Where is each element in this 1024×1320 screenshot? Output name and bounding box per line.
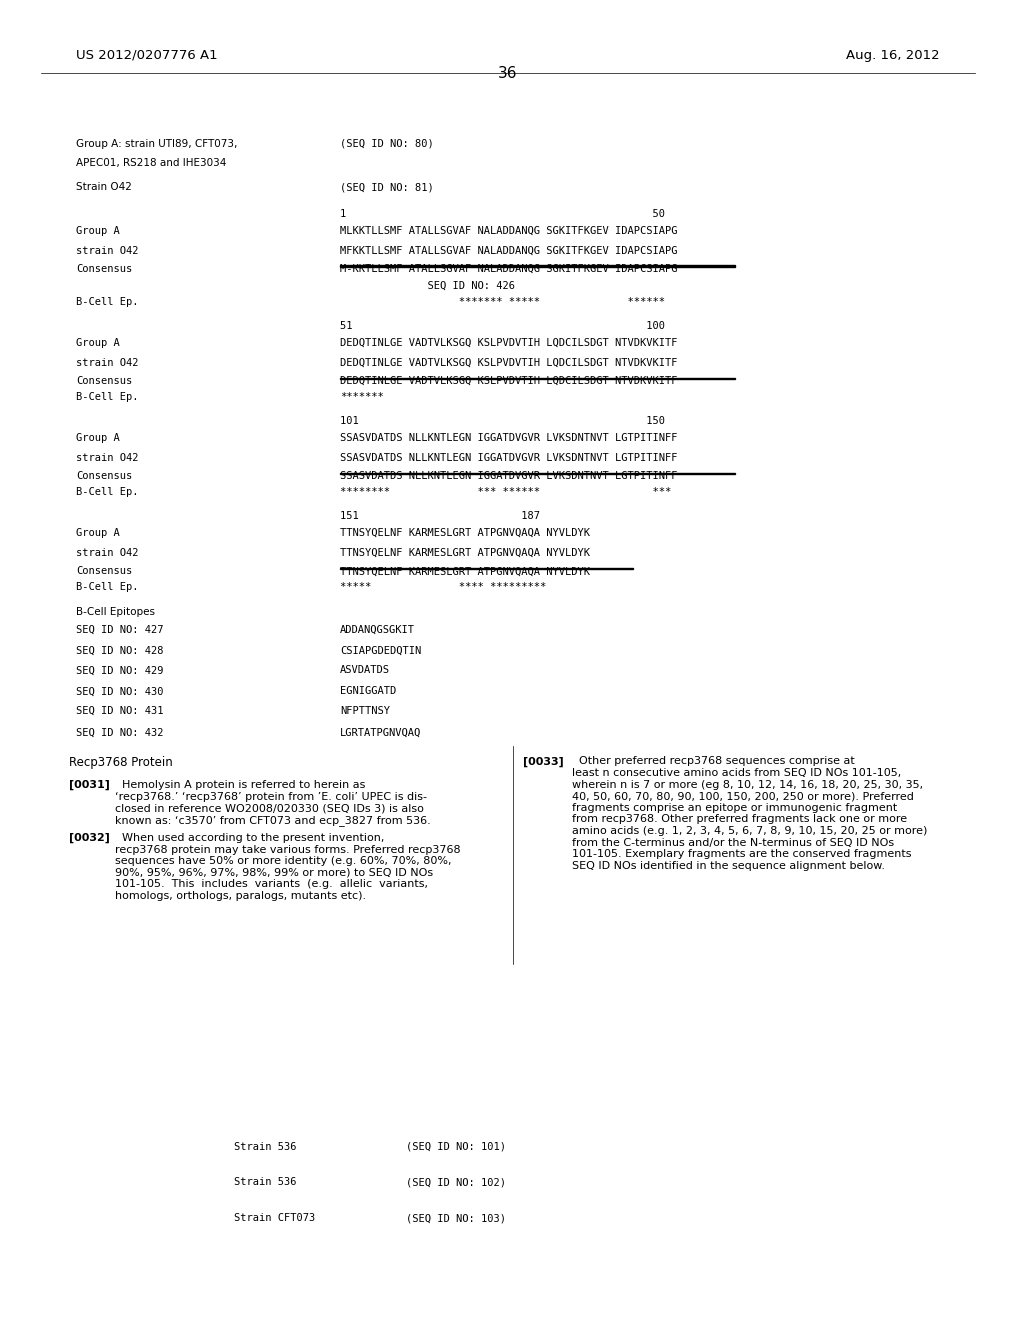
Text: SEQ ID NO: 430: SEQ ID NO: 430: [76, 686, 164, 697]
Text: Strain CFT073: Strain CFT073: [233, 1213, 314, 1224]
Text: [0033]: [0033]: [523, 756, 563, 767]
Text: 101                                              150: 101 150: [340, 416, 666, 426]
Text: (SEQ ID NO: 103): (SEQ ID NO: 103): [407, 1213, 506, 1224]
Text: Recp3768 Protein: Recp3768 Protein: [69, 756, 173, 770]
Bar: [340, 473, 735, 474]
Text: Consensus: Consensus: [76, 566, 132, 577]
Text: Strain O42: Strain O42: [76, 182, 132, 193]
Text: (SEQ ID NO: 101): (SEQ ID NO: 101): [407, 1142, 506, 1152]
Text: Consensus: Consensus: [76, 264, 132, 275]
Text: Group A: Group A: [76, 338, 120, 348]
Text: US 2012/0207776 A1: US 2012/0207776 A1: [76, 49, 218, 62]
Text: B-Cell Ep.: B-Cell Ep.: [76, 297, 138, 308]
Bar: [340, 265, 735, 267]
Text: SSASVDATDS NLLKNTLEGN IGGATDVGVR LVKSDNTNVT LGTPITINFF: SSASVDATDS NLLKNTLEGN IGGATDVGVR LVKSDNT…: [340, 471, 678, 482]
Text: Hemolysin A protein is referred to herein as
‘recp3768.’ ‘recp3768’ protein from: Hemolysin A protein is referred to herei…: [115, 780, 430, 826]
Text: EGNIGGATD: EGNIGGATD: [340, 686, 396, 697]
Text: SSASVDATDS NLLKNTLEGN IGGATDVGVR LVKSDNTNVT LGTPITINFF: SSASVDATDS NLLKNTLEGN IGGATDVGVR LVKSDNT…: [340, 453, 678, 463]
Text: Group A: Group A: [76, 433, 120, 444]
Text: DEDQTINLGE VADTVLKSGQ KSLPVDVTIH LQDCILSDGT NTVDKVKITF: DEDQTINLGE VADTVLKSGQ KSLPVDVTIH LQDCILS…: [340, 376, 678, 387]
Bar: [340, 378, 735, 379]
Text: ********              *** ******                  ***: ******** *** ****** ***: [340, 487, 672, 498]
Text: APEC01, RS218 and IHE3034: APEC01, RS218 and IHE3034: [76, 158, 226, 169]
Text: Other preferred recp3768 sequences comprise at
least n consecutive amino acids f: Other preferred recp3768 sequences compr…: [571, 756, 927, 871]
Text: [0032]: [0032]: [69, 833, 110, 843]
Text: ******* *****              ******: ******* ***** ******: [340, 297, 666, 308]
Text: SEQ ID NO: 432: SEQ ID NO: 432: [76, 727, 164, 738]
Text: Aug. 16, 2012: Aug. 16, 2012: [846, 49, 939, 62]
Text: (SEQ ID NO: 80): (SEQ ID NO: 80): [340, 139, 434, 149]
Text: MLKKTLLSMF ATALLSGVAF NALADDANQG SGKITFKGEV IDAPCSIAPG: MLKKTLLSMF ATALLSGVAF NALADDANQG SGKITFK…: [340, 226, 678, 236]
Text: (SEQ ID NO: 102): (SEQ ID NO: 102): [407, 1177, 506, 1188]
Text: ASVDATDS: ASVDATDS: [340, 665, 390, 676]
Text: TTNSYQELNF KARMESLGRT ATPGNVQAQA NYVLDYK: TTNSYQELNF KARMESLGRT ATPGNVQAQA NYVLDYK: [340, 528, 590, 539]
Text: When used according to the present invention,
recp3768 protein may take various : When used according to the present inven…: [115, 833, 461, 902]
Bar: [340, 568, 633, 569]
Text: SEQ ID NO: 428: SEQ ID NO: 428: [76, 645, 164, 656]
Text: SSASVDATDS NLLKNTLEGN IGGATDVGVR LVKSDNTNVT LGTPITINFF: SSASVDATDS NLLKNTLEGN IGGATDVGVR LVKSDNT…: [340, 433, 678, 444]
Text: Consensus: Consensus: [76, 376, 132, 387]
Text: strain O42: strain O42: [76, 548, 138, 558]
Text: TTNSYQELNF KARMESLGRT ATPGNVQAQA NYVLDYK: TTNSYQELNF KARMESLGRT ATPGNVQAQA NYVLDYK: [340, 566, 590, 577]
Text: *****              **** *********: ***** **** *********: [340, 582, 547, 593]
Text: DEDQTINLGE VADTVLKSGQ KSLPVDVTIH LQDCILSDGT NTVDKVKITF: DEDQTINLGE VADTVLKSGQ KSLPVDVTIH LQDCILS…: [340, 338, 678, 348]
Text: 36: 36: [498, 66, 517, 81]
Text: strain O42: strain O42: [76, 246, 138, 256]
Text: SEQ ID NO: 426: SEQ ID NO: 426: [340, 281, 515, 292]
Text: SEQ ID NO: 429: SEQ ID NO: 429: [76, 665, 164, 676]
Text: B-Cell Ep.: B-Cell Ep.: [76, 487, 138, 498]
Text: 51                                               100: 51 100: [340, 321, 666, 331]
Text: B-Cell Ep.: B-Cell Ep.: [76, 392, 138, 403]
Text: *******: *******: [340, 392, 384, 403]
Text: B-Cell Ep.: B-Cell Ep.: [76, 582, 138, 593]
Text: LGRTATPGNVQAQ: LGRTATPGNVQAQ: [340, 727, 422, 738]
Text: SEQ ID NO: 431: SEQ ID NO: 431: [76, 706, 164, 717]
Text: Group A: strain UTI89, CFT073,: Group A: strain UTI89, CFT073,: [76, 139, 238, 149]
Text: NFPTTNSY: NFPTTNSY: [340, 706, 390, 717]
Text: SEQ ID NO: 427: SEQ ID NO: 427: [76, 624, 164, 635]
Text: B-Cell Epitopes: B-Cell Epitopes: [76, 607, 156, 618]
Text: ADDANQGSGKIT: ADDANQGSGKIT: [340, 624, 415, 635]
Text: TTNSYQELNF KARMESLGRT ATPGNVQAQA NYVLDYK: TTNSYQELNF KARMESLGRT ATPGNVQAQA NYVLDYK: [340, 548, 590, 558]
Text: Consensus: Consensus: [76, 471, 132, 482]
Text: Group A: Group A: [76, 226, 120, 236]
Text: DEDQTINLGE VADTVLKSGQ KSLPVDVTIH LQDCILSDGT NTVDKVKITF: DEDQTINLGE VADTVLKSGQ KSLPVDVTIH LQDCILS…: [340, 358, 678, 368]
Text: MFKKTLLSMF ATALLSGVAF NALADDANQG SGKITFKGEV IDAPCSIAPG: MFKKTLLSMF ATALLSGVAF NALADDANQG SGKITFK…: [340, 246, 678, 256]
Text: (SEQ ID NO: 81): (SEQ ID NO: 81): [340, 182, 434, 193]
Text: CSIAPGDEDQTIN: CSIAPGDEDQTIN: [340, 645, 422, 656]
Text: strain O42: strain O42: [76, 453, 138, 463]
Text: Group A: Group A: [76, 528, 120, 539]
Text: Strain 536: Strain 536: [233, 1142, 296, 1152]
Text: 1                                                 50: 1 50: [340, 209, 666, 219]
Text: M-KKTLLSMF ATALLSGVAF NALADDANQG SGKITFKGEV IDAPCSIAPG: M-KKTLLSMF ATALLSGVAF NALADDANQG SGKITFK…: [340, 264, 678, 275]
Text: 151                          187: 151 187: [340, 511, 541, 521]
Text: Strain 536: Strain 536: [233, 1177, 296, 1188]
Text: strain O42: strain O42: [76, 358, 138, 368]
Text: [0031]: [0031]: [69, 780, 110, 791]
